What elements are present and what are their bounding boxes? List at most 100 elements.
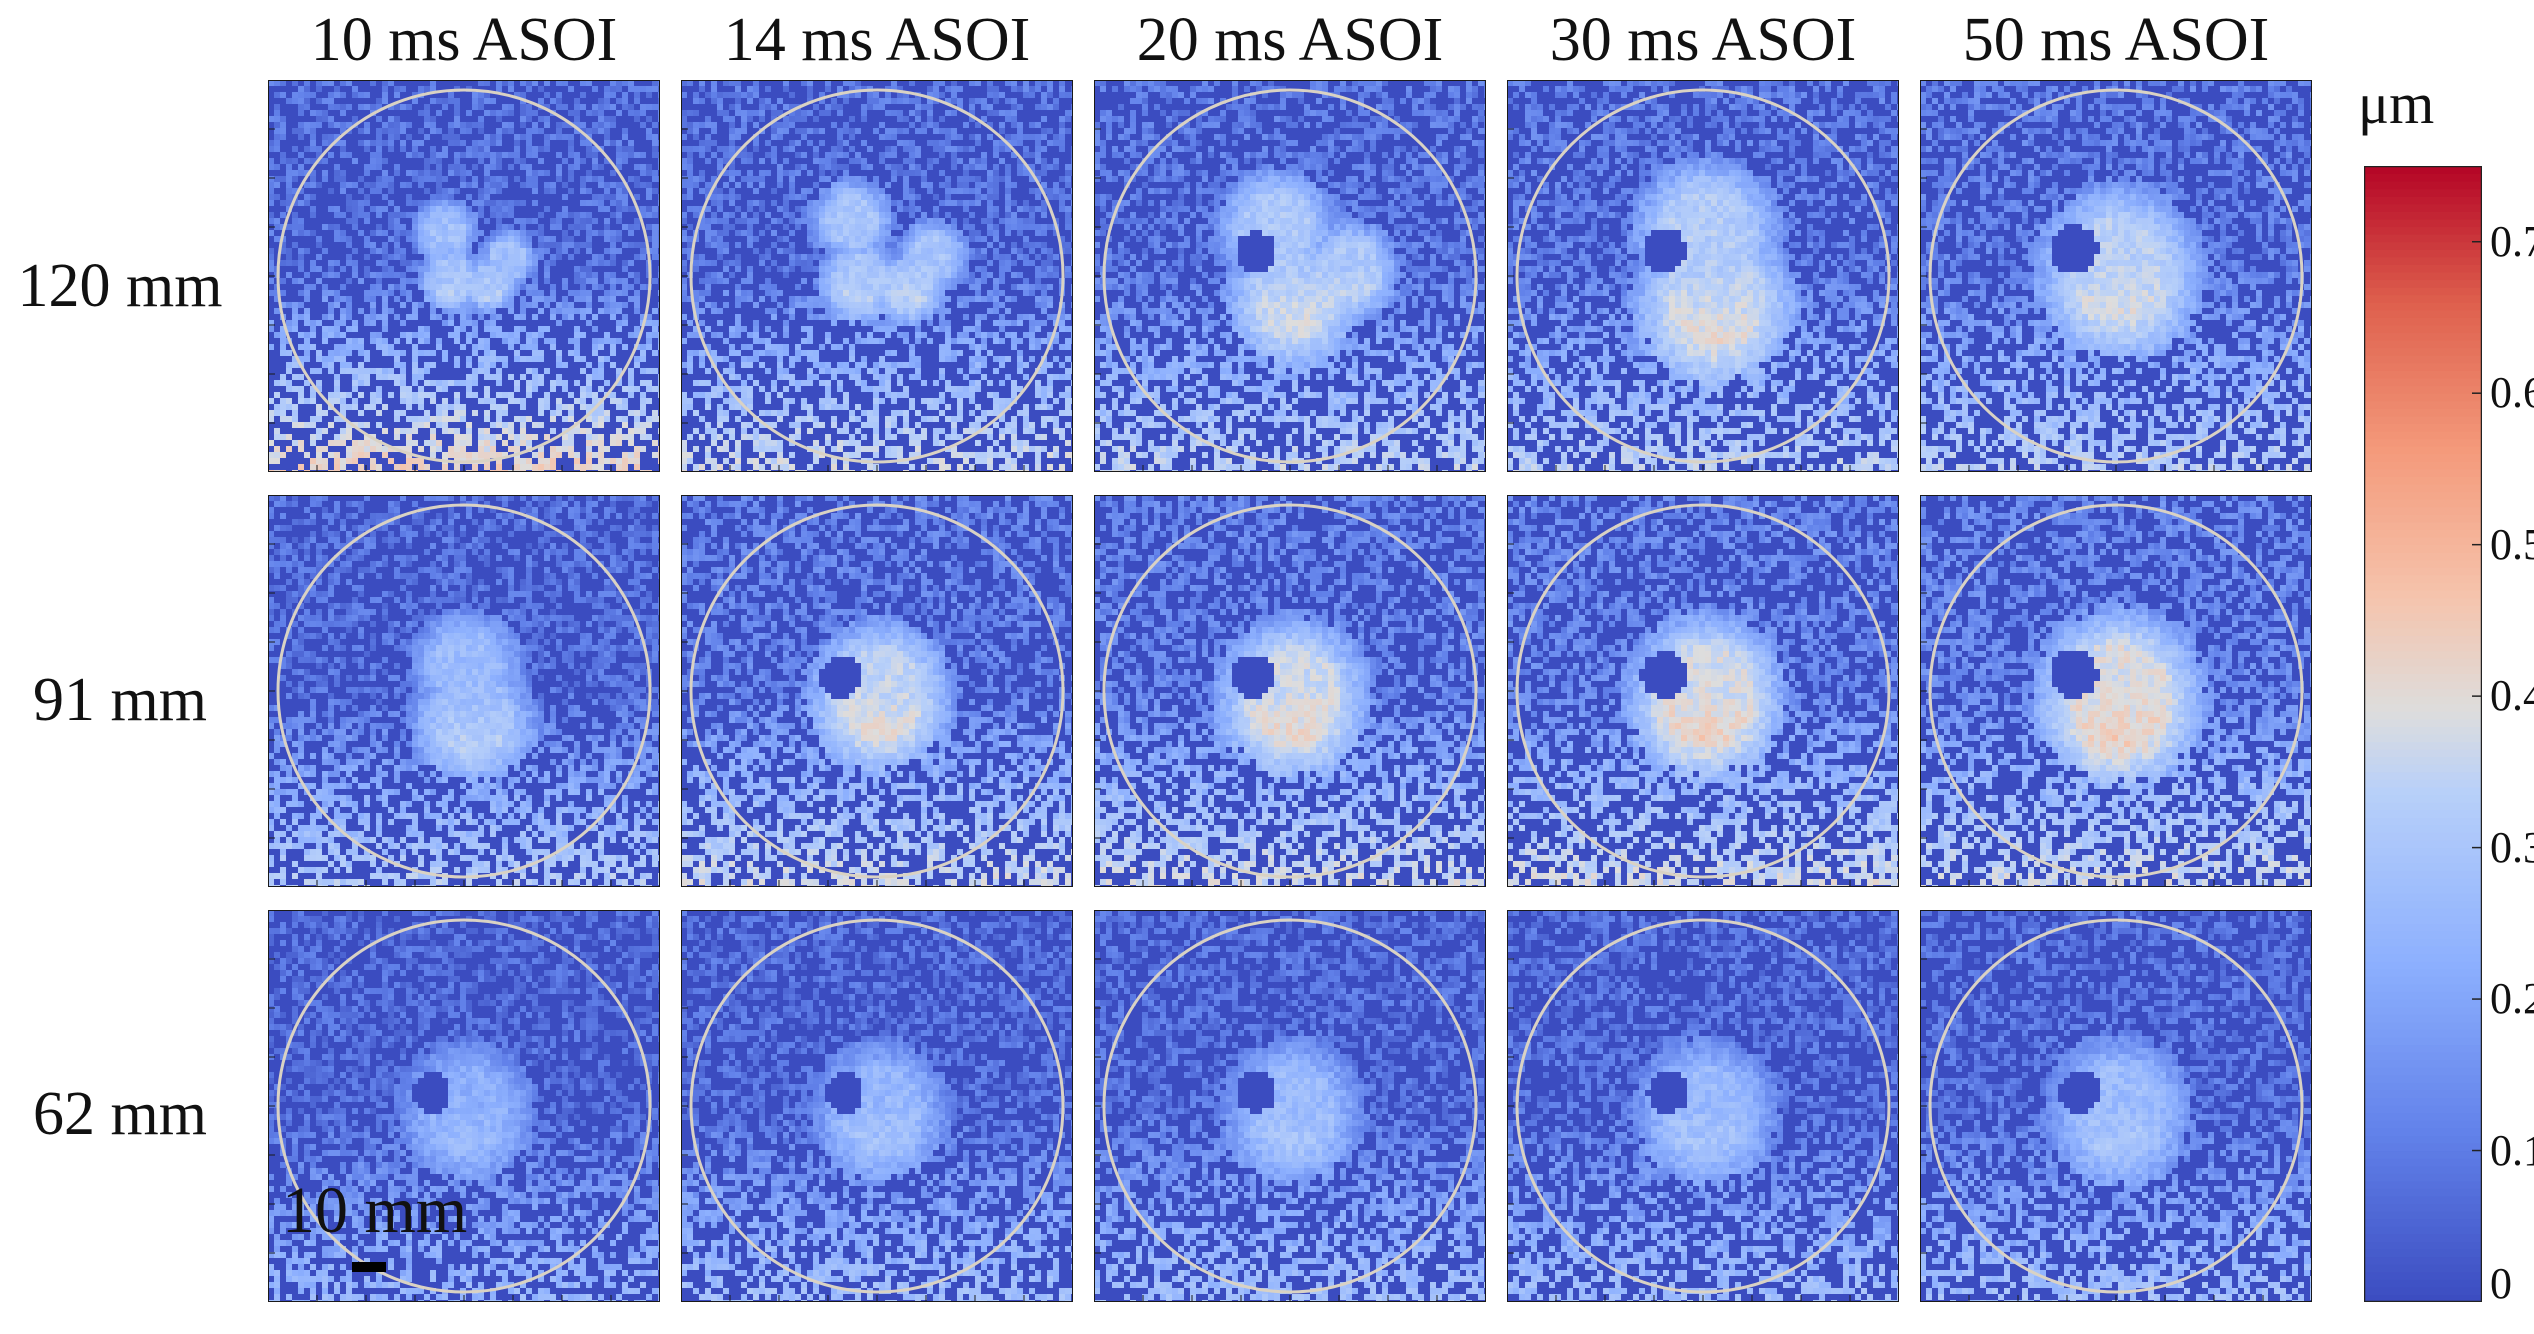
thickness-cell: [699, 320, 705, 326]
thickness-cell: [783, 80, 789, 86]
thickness-cell: [538, 422, 544, 428]
thickness-cell: [813, 452, 819, 458]
thickness-cell: [268, 458, 274, 464]
thickness-cell: [927, 278, 933, 284]
thickness-cell: [418, 140, 424, 146]
thickness-cell: [993, 404, 999, 410]
thickness-cell: [382, 266, 388, 272]
thickness-cell: [693, 128, 699, 134]
thickness-cell: [448, 122, 454, 128]
thickness-cell: [693, 260, 699, 266]
thickness-cell: [729, 398, 735, 404]
thickness-cell: [412, 236, 418, 242]
thickness-cell: [316, 242, 322, 248]
thickness-cell: [777, 356, 783, 362]
thickness-cell: [939, 128, 945, 134]
thickness-cell: [454, 266, 460, 272]
thickness-cell: [885, 386, 891, 392]
thickness-cell: [885, 296, 891, 302]
thickness-cell: [484, 398, 490, 404]
thickness-cell: [280, 302, 286, 308]
thickness-cell: [610, 248, 616, 254]
thickness-cell: [580, 92, 586, 98]
thickness-cell: [340, 266, 346, 272]
thickness-cell: [652, 248, 658, 254]
thickness-cell: [610, 140, 616, 146]
thickness-cell: [723, 218, 729, 224]
thickness-cell: [310, 464, 316, 470]
thickness-cell: [771, 152, 777, 158]
thickness-cell: [502, 254, 508, 260]
thickness-cell: [1041, 272, 1047, 278]
thickness-cell: [562, 80, 568, 86]
thickness-cell: [460, 296, 466, 302]
thickness-cell: [436, 404, 442, 410]
thickness-cell: [1358, 80, 1364, 86]
thickness-cell: [957, 134, 963, 140]
thickness-cell: [358, 422, 364, 428]
thickness-cell: [915, 422, 921, 428]
thickness-cell: [1011, 224, 1017, 230]
thickness-cell: [412, 398, 418, 404]
thickness-cell: [921, 182, 927, 188]
thickness-cell: [693, 122, 699, 128]
thickness-cell: [400, 230, 406, 236]
thickness-cell: [723, 458, 729, 464]
thickness-cell: [681, 146, 687, 152]
thickness-cell: [394, 272, 400, 278]
thickness-cell: [909, 242, 915, 248]
thickness-cell: [1023, 134, 1029, 140]
thickness-cell: [1065, 164, 1071, 170]
thickness-cell: [1418, 98, 1424, 104]
thickness-cell: [867, 260, 873, 266]
thickness-cell: [1286, 92, 1292, 98]
thickness-cell: [376, 374, 382, 380]
thickness-cell: [490, 134, 496, 140]
thickness-cell: [484, 80, 490, 86]
thickness-cell: [711, 464, 717, 470]
thickness-cell: [777, 182, 783, 188]
thickness-cell: [1196, 98, 1202, 104]
thickness-cell: [855, 374, 861, 380]
thickness-cell: [580, 368, 586, 374]
thickness-cell: [1017, 320, 1023, 326]
thickness-cell: [777, 98, 783, 104]
thickness-cell: [604, 416, 610, 422]
thickness-cell: [885, 308, 891, 314]
thickness-cell: [634, 302, 640, 308]
thickness-cell: [424, 350, 430, 356]
thickness-cell: [628, 452, 634, 458]
thickness-cell: [909, 110, 915, 116]
thickness-cell: [927, 284, 933, 290]
thickness-cell: [753, 236, 759, 242]
thickness-cell: [274, 128, 280, 134]
spray-panel-r0-c1: [681, 80, 1073, 472]
thickness-cell: [963, 266, 969, 272]
thickness-cell: [999, 314, 1005, 320]
thickness-cell: [388, 446, 394, 452]
thickness-cell: [861, 446, 867, 452]
thickness-cell: [586, 302, 592, 308]
thickness-cell: [346, 350, 352, 356]
thickness-cell: [634, 110, 640, 116]
thickness-cell: [867, 446, 873, 452]
thickness-cell: [520, 236, 526, 242]
thickness-cell: [532, 170, 538, 176]
thickness-cell: [765, 434, 771, 440]
thickness-cell: [693, 302, 699, 308]
thickness-cell: [945, 284, 951, 290]
thickness-cell: [771, 260, 777, 266]
thickness-cell: [873, 128, 879, 134]
thickness-cell: [298, 122, 304, 128]
thickness-cell: [394, 380, 400, 386]
thickness-cell: [418, 236, 424, 242]
thickness-cell: [1202, 110, 1208, 116]
thickness-cell: [496, 110, 502, 116]
thickness-cell: [286, 416, 292, 422]
thickness-cell: [765, 266, 771, 272]
thickness-cell: [843, 152, 849, 158]
thickness-cell: [514, 290, 520, 296]
thickness-cell: [861, 356, 867, 362]
thickness-cell: [711, 350, 717, 356]
thickness-cell: [801, 254, 807, 260]
